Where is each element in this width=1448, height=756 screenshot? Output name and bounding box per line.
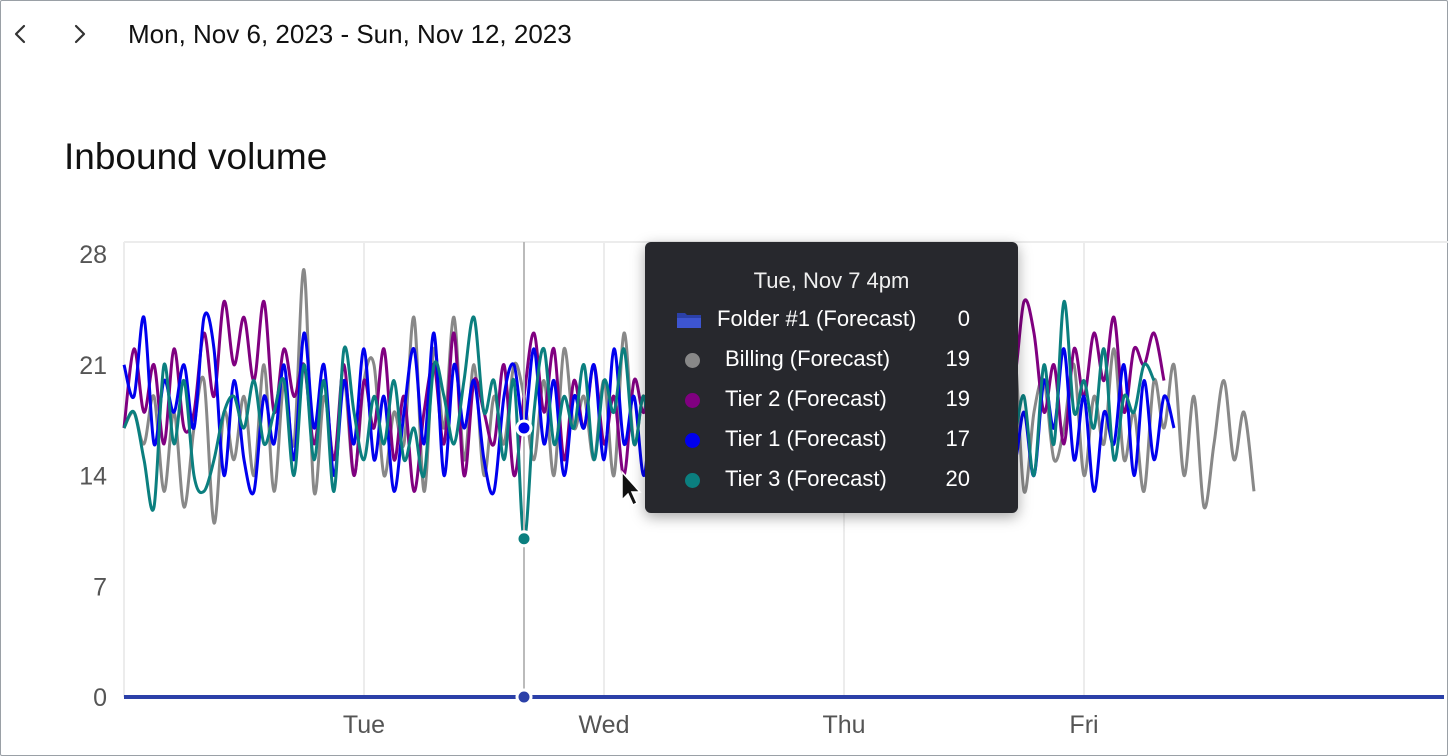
- hover-point: [515, 419, 533, 437]
- y-tick-label: 21: [79, 352, 107, 380]
- tooltip-row-value: 19: [945, 346, 970, 371]
- y-tick-label: 7: [93, 573, 107, 601]
- tooltip-row-value: 0: [957, 306, 970, 331]
- hover-layer: [515, 242, 533, 706]
- x-tick-label: Wed: [579, 711, 630, 739]
- folder-icon: [677, 313, 701, 328]
- date-range-label: Mon, Nov 6, 2023 - Sun, Nov 12, 2023: [128, 19, 572, 49]
- tooltip-row-folder: Folder #1 (Forecast) 0: [645, 304, 1018, 334]
- y-axis-ticks: 0 7 14 21 28: [79, 241, 107, 712]
- y-tick-label: 28: [79, 241, 107, 269]
- tooltip-row-value: 20: [945, 466, 970, 491]
- y-tick-label: 14: [79, 463, 107, 491]
- hover-point: [515, 688, 533, 706]
- tooltip-row-tier-3: Tier 3 (Forecast) 20: [645, 464, 1018, 494]
- chart-title: Inbound volume: [64, 136, 328, 177]
- x-tick-label: Tue: [343, 711, 385, 739]
- tooltip-row-value: 17: [945, 426, 970, 451]
- next-week-button[interactable]: [60, 14, 100, 54]
- chevron-left-icon: [14, 24, 26, 44]
- chart-tooltip: Tue, Nov 7 4pm Folder #1 (Forecast) 0 Bi…: [645, 242, 1018, 513]
- prev-week-button[interactable]: [0, 14, 40, 54]
- x-tick-label: Thu: [822, 711, 865, 739]
- legend-dot-icon: [685, 393, 700, 408]
- tooltip-title: Tue, Nov 7 4pm: [753, 268, 910, 293]
- tooltip-row-label: Tier 3 (Forecast): [725, 466, 887, 491]
- tooltip-row-billing: Billing (Forecast) 19: [645, 344, 1018, 374]
- chevron-right-icon: [74, 24, 86, 44]
- tooltip-row-label: Folder #1 (Forecast): [717, 306, 917, 331]
- tooltip-row-value: 19: [945, 386, 970, 411]
- x-tick-label: Fri: [1069, 711, 1098, 739]
- x-axis-ticks: Tue Wed Thu Fri: [343, 711, 1099, 739]
- y-tick-label: 0: [93, 684, 107, 712]
- tooltip-row-tier-2: Tier 2 (Forecast) 19: [645, 384, 1018, 414]
- hover-point: [515, 530, 533, 548]
- tooltip-row-label: Tier 1 (Forecast): [725, 426, 887, 451]
- tooltip-row-label: Tier 2 (Forecast): [725, 386, 887, 411]
- tooltip-row-label: Billing (Forecast): [725, 346, 891, 371]
- legend-dot-icon: [685, 433, 700, 448]
- legend-dot-icon: [685, 473, 700, 488]
- legend-dot-icon: [685, 353, 700, 368]
- tooltip-row-tier-1: Tier 1 (Forecast) 17: [645, 424, 1018, 454]
